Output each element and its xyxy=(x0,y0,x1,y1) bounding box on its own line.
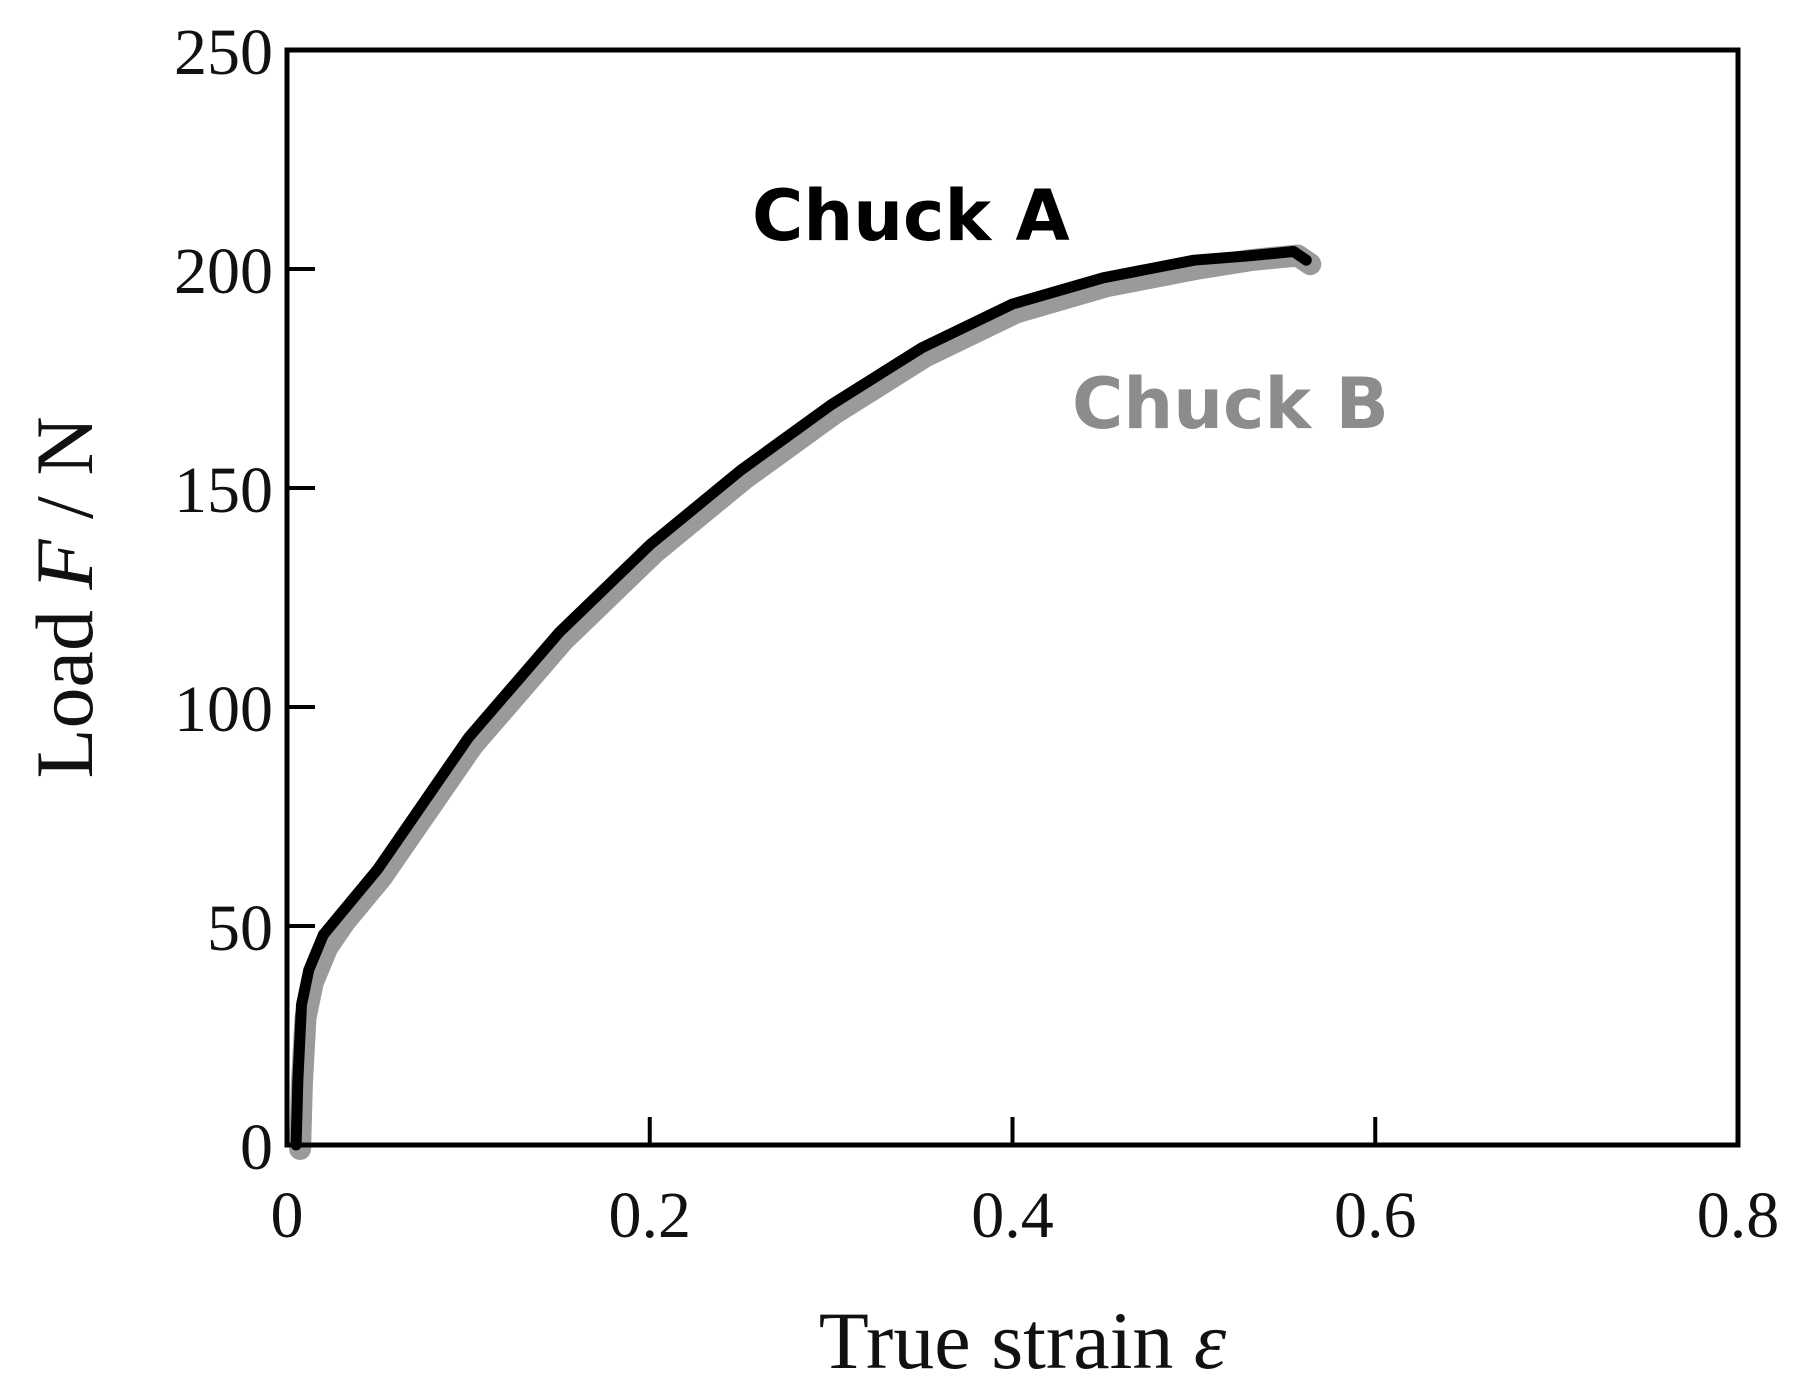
y-tick-label: 100 xyxy=(174,673,273,746)
x-axis-title-text: True strain xyxy=(819,1295,1194,1386)
y-axis-ticks: 0 50 100 150 200 250 xyxy=(174,16,315,1184)
y-tick-label: 50 xyxy=(207,892,273,965)
x-tick-label: 0.6 xyxy=(1334,1179,1417,1252)
series-labels: Chuck B Chuck A xyxy=(752,175,1389,445)
y-tick-label: 250 xyxy=(174,16,273,89)
y-tick-label: 200 xyxy=(174,235,273,308)
x-axis-symbol: ε xyxy=(1194,1295,1227,1386)
series-label-chuck-b: Chuck B xyxy=(1072,363,1389,445)
x-axis-title: True strain ε xyxy=(819,1295,1227,1386)
x-tick-label: 0 xyxy=(271,1179,304,1252)
y-axis-title-text: Load xyxy=(19,590,110,779)
y-axis-unit: / N xyxy=(19,416,110,539)
series-line-chuck-a xyxy=(290,246,1312,1151)
series-label-chuck-a: Chuck A xyxy=(752,175,1070,257)
y-axis-symbol: F xyxy=(19,539,110,591)
y-axis-title: Load F / N xyxy=(19,416,110,778)
series-group xyxy=(289,244,1322,1160)
series-line-chuck-b xyxy=(289,244,1322,1160)
y-tick-label: 150 xyxy=(174,454,273,527)
x-tick-label: 0.2 xyxy=(609,1179,692,1252)
x-axis-ticks: 0 0.2 0.4 0.6 0.8 xyxy=(271,1117,1780,1252)
y-tick-label: 0 xyxy=(240,1111,273,1184)
x-tick-label: 0.4 xyxy=(971,1179,1054,1252)
x-tick-label: 0.8 xyxy=(1697,1179,1780,1252)
